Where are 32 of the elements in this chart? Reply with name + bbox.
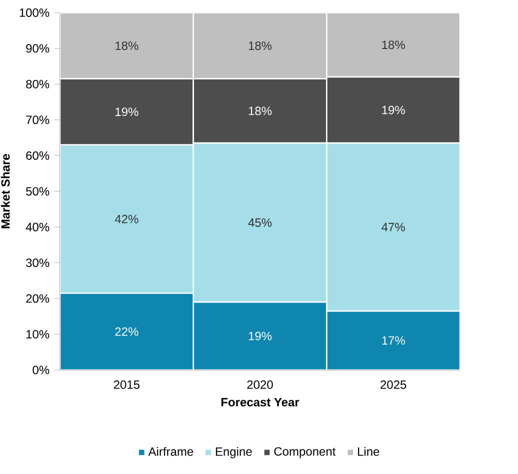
data-label: 42% [114, 214, 138, 224]
legend-label: Component [274, 447, 336, 458]
data-label: 17% [382, 336, 405, 345]
legend-label: Engine [216, 447, 252, 458]
y-tick-label: 30% [26, 258, 50, 268]
x-tick-label: 2015 [114, 380, 140, 389]
y-tick-label: 60% [26, 151, 50, 160]
data-label: 19% [382, 106, 405, 114]
x-axis-title: Forecast Year [221, 398, 300, 406]
data-label: 47% [382, 222, 405, 232]
legend-label: Airframe [148, 447, 194, 456]
y-tick-label: 80% [26, 80, 50, 88]
data-label: 18% [248, 41, 272, 50]
data-label: 18% [248, 106, 272, 116]
data-label: 18% [116, 41, 138, 50]
y-tick-label: 0% [32, 366, 50, 374]
data-label: 19% [116, 108, 138, 116]
y-tick-label: 50% [26, 187, 50, 196]
data-label: 22% [115, 327, 138, 336]
y-tick-label: 100% [20, 8, 50, 17]
data-label: 18% [382, 40, 405, 50]
y-tick-label: 90% [26, 44, 50, 53]
y-tick-label: 70% [26, 116, 50, 124]
y-tick-label: 20% [26, 294, 50, 303]
legend-label: Line [358, 447, 380, 456]
x-tick-label: 2025 [380, 380, 406, 389]
y-tick-label: 10% [26, 330, 50, 339]
data-label: 19% [248, 332, 272, 340]
y-tick-label: 40% [26, 222, 50, 232]
x-tick-label: 2020 [247, 380, 273, 389]
y-axis-title: Market Share [0, 154, 10, 228]
data-label: 45% [248, 218, 272, 227]
